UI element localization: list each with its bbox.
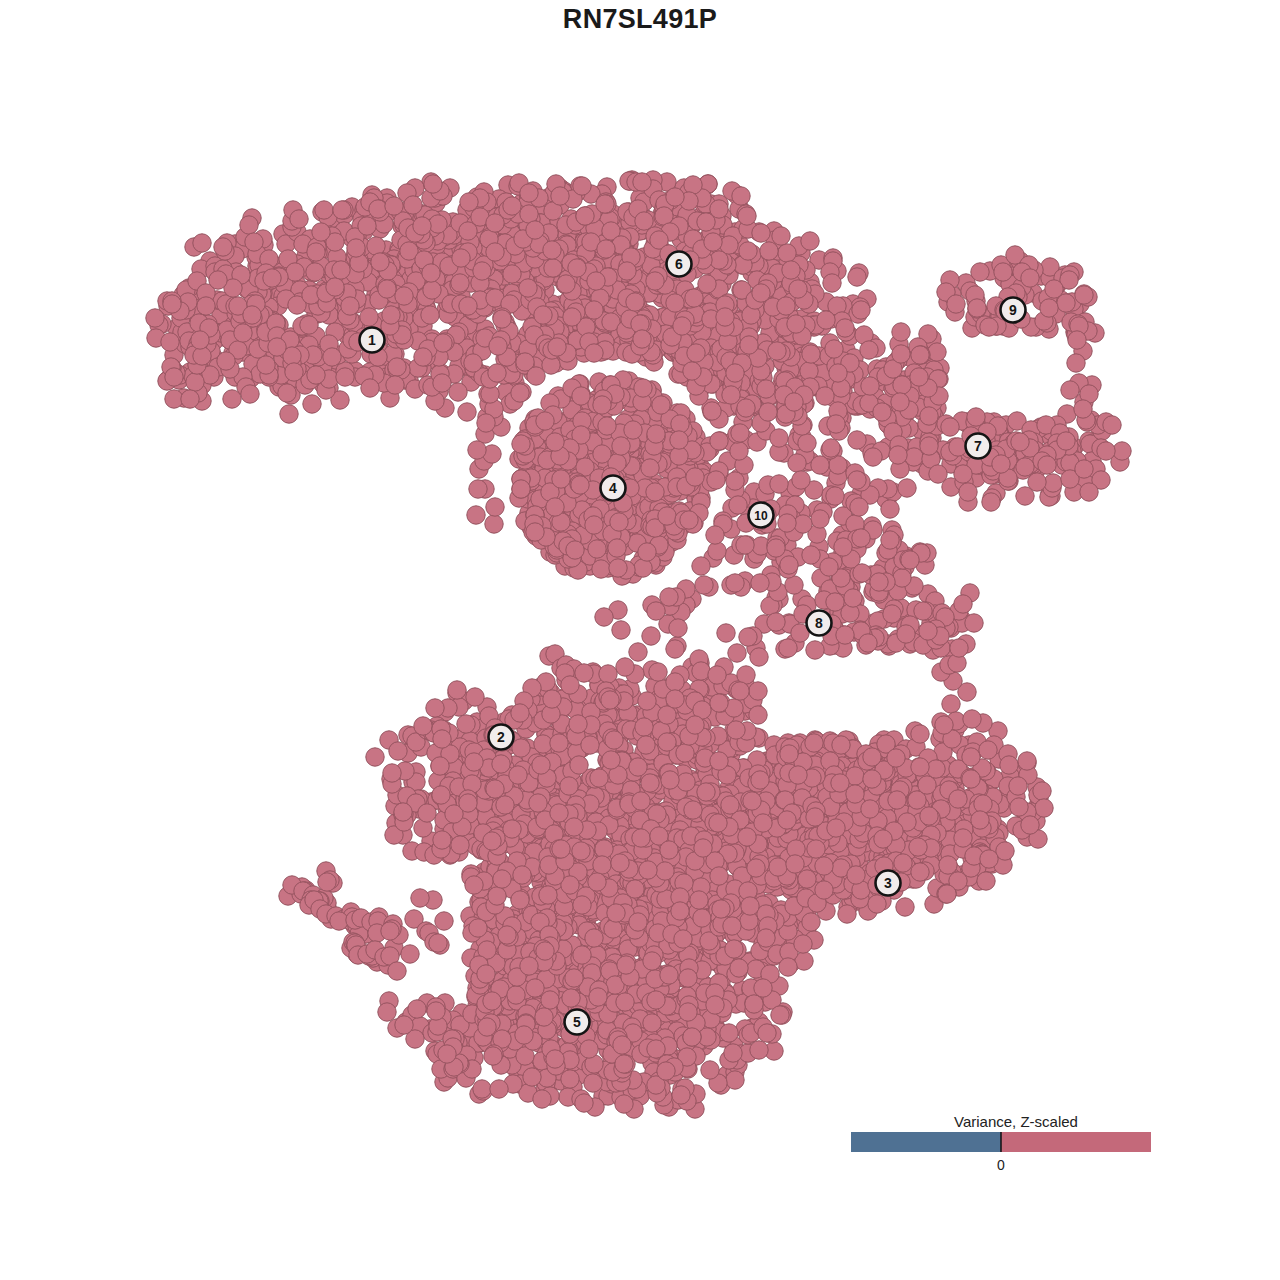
svg-text:7: 7 bbox=[974, 438, 982, 454]
svg-text:8: 8 bbox=[815, 615, 823, 631]
svg-text:3: 3 bbox=[884, 875, 892, 891]
svg-text:2: 2 bbox=[497, 729, 505, 745]
svg-text:6: 6 bbox=[675, 256, 683, 272]
svg-text:0: 0 bbox=[997, 1157, 1005, 1173]
svg-text:9: 9 bbox=[1009, 302, 1017, 318]
svg-text:5: 5 bbox=[573, 1014, 581, 1030]
svg-text:1: 1 bbox=[368, 332, 376, 348]
svg-text:10: 10 bbox=[754, 509, 768, 523]
svg-text:4: 4 bbox=[609, 480, 617, 496]
